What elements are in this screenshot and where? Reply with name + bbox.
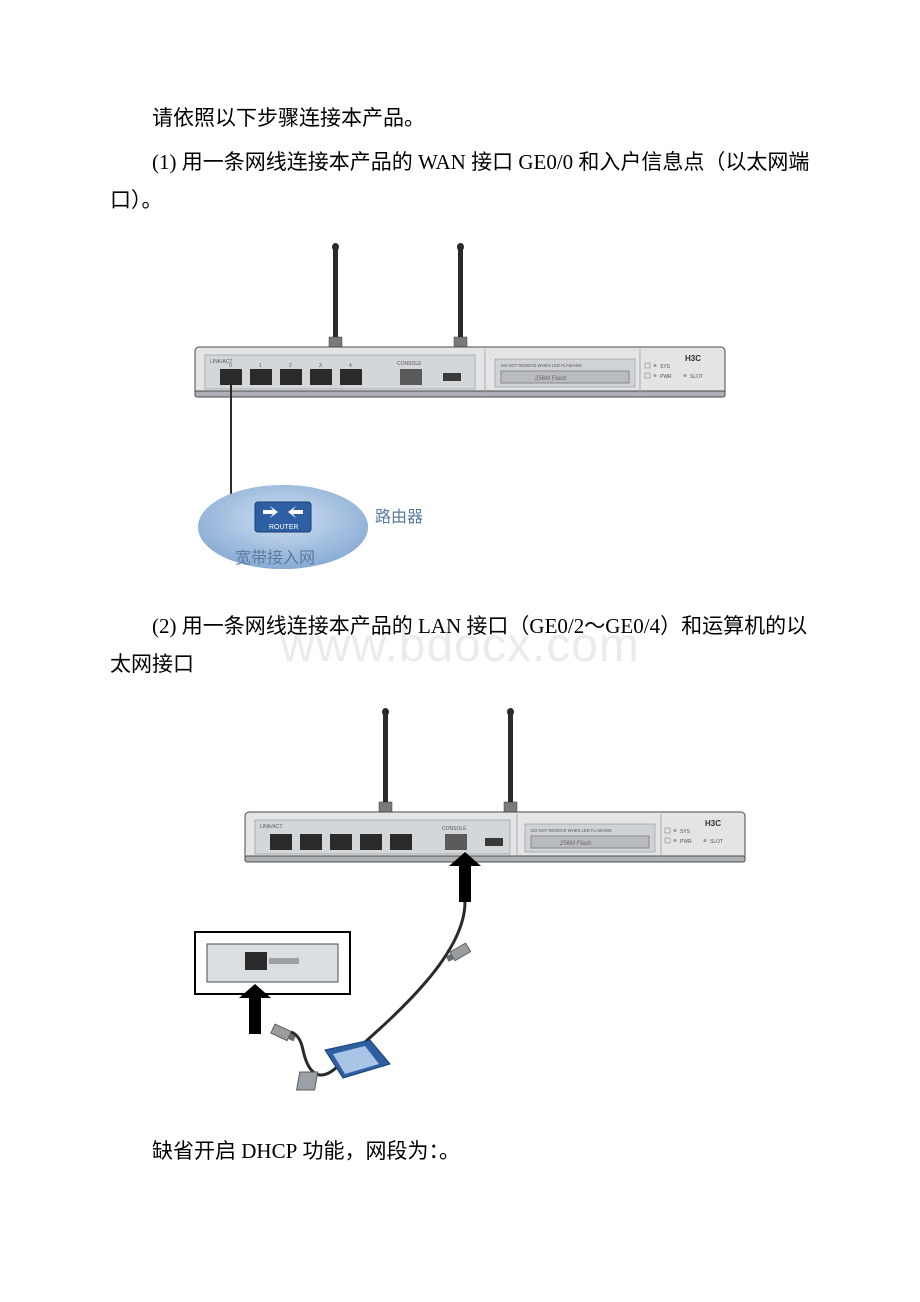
dhcp-text: 缺省开启 DHCP 功能，网段为：。 <box>110 1133 810 1171</box>
svg-text:CONSOLE: CONSOLE <box>397 361 422 367</box>
svg-text:SYS: SYS <box>660 364 671 370</box>
svg-text:SLOT: SLOT <box>710 839 723 845</box>
dhcp-c: 功能，网段为：。 <box>297 1139 460 1163</box>
dhcp-b: DHCP <box>241 1139 297 1163</box>
svg-text:256M Flash: 256M Flash <box>559 841 592 847</box>
step-2: (2) 用一条网线连接本产品的 LAN 接口（GE0/2～GE0/4）和运算机的… <box>110 608 810 684</box>
antenna-right <box>454 243 467 347</box>
nic-box <box>195 932 350 994</box>
intro-text: 请依照以下步骤连接本产品。 <box>110 100 810 138</box>
step1-a: (1) 用一条网线连接本产品的 <box>152 150 418 174</box>
svg-text:PWR: PWR <box>680 839 692 845</box>
figure-2: LINK/ACT CONSOLE DO NOT REMOVE WHEN LED … <box>110 702 810 1115</box>
svg-text:SLOT: SLOT <box>690 374 703 380</box>
step2-c: 接口（ <box>461 614 529 638</box>
figure-2-svg: LINK/ACT CONSOLE DO NOT REMOVE WHEN LED … <box>165 702 755 1102</box>
step2-e: ～ <box>584 614 605 638</box>
router-cn-label: 路由器 <box>375 508 423 526</box>
svg-text:SYS: SYS <box>680 829 691 835</box>
svg-text:0: 0 <box>229 363 232 369</box>
step1-c: 接口 <box>466 150 519 174</box>
pc-icon <box>297 1040 390 1090</box>
document-page: 请依照以下步骤连接本产品。 (1) 用一条网线连接本产品的 WAN 接口 GE0… <box>0 0 920 1236</box>
step2-ge04: GE0/4 <box>605 614 660 638</box>
svg-text:ROUTER: ROUTER <box>269 524 299 531</box>
svg-text:2: 2 <box>289 363 292 369</box>
console-port <box>400 369 422 385</box>
router-icon: ROUTER <box>255 502 311 532</box>
step2-lan: LAN <box>418 614 461 638</box>
dhcp-a: 缺省开启 <box>152 1139 241 1163</box>
step2-ge02: GE0/2 <box>529 614 584 638</box>
svg-text:3: 3 <box>319 363 322 369</box>
figure-1: LINK/ACT 0 1 2 3 4 CONSOLE DO NOT REMOVE <box>110 237 810 590</box>
figure-1-svg: LINK/ACT 0 1 2 3 4 CONSOLE DO NOT REMOVE <box>175 237 745 577</box>
step-1: (1) 用一条网线连接本产品的 WAN 接口 GE0/0 和入户信息点（以太网端… <box>110 144 810 220</box>
antenna-left <box>329 243 342 347</box>
brand-label: H3C <box>685 354 701 363</box>
step1-ge00: GE0/0 <box>518 150 573 174</box>
svg-text:H3C: H3C <box>705 819 721 828</box>
nic-arrow <box>239 984 271 1034</box>
svg-text:256M Flash: 256M Flash <box>534 376 567 382</box>
svg-text:DO NOT REMOVE WHEN LED FLASHIN: DO NOT REMOVE WHEN LED FLASHING <box>501 363 582 368</box>
svg-text:1: 1 <box>259 363 262 369</box>
step1-wan: WAN <box>418 150 466 174</box>
svg-text:4: 4 <box>349 363 352 369</box>
broadband-label: 宽带接入网 <box>235 549 315 567</box>
step2-a: (2) 用一条网线连接本产品的 <box>152 614 418 638</box>
svg-text:CONSOLE: CONSOLE <box>442 826 467 832</box>
svg-text:LINK/ACT: LINK/ACT <box>260 824 283 830</box>
svg-text:PWR: PWR <box>660 374 672 380</box>
svg-text:DO NOT REMOVE WHEN LED FLASHIN: DO NOT REMOVE WHEN LED FLASHING <box>531 828 612 833</box>
